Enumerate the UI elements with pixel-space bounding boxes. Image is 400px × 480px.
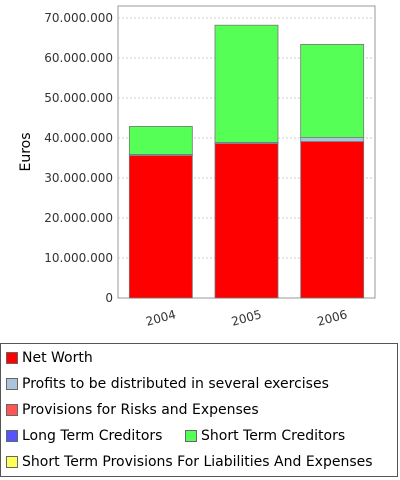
- legend-item-long-term-creditors: Long Term Creditors: [6, 428, 162, 444]
- legend-item-provisions: Provisions for Risks and Expenses: [6, 402, 259, 418]
- legend-swatch: [6, 378, 18, 390]
- legend-item-short-term-provisions: Short Term Provisions For Liabilities An…: [6, 454, 373, 470]
- legend-label: Provisions for Risks and Expenses: [22, 402, 259, 418]
- legend-swatch: [6, 456, 18, 468]
- legend-swatch: [6, 430, 18, 442]
- legend-item-net-worth: Net Worth: [6, 350, 93, 366]
- y-tick-label: 20.000.000: [44, 211, 113, 225]
- y-tick-label: 50.000.000: [44, 91, 113, 105]
- y-tick-label: 0: [105, 291, 113, 305]
- y-tick-label: 30.000.000: [44, 171, 113, 185]
- bar-segment: [300, 141, 365, 299]
- legend-item-profits: Profits to be distributed in several exe…: [6, 376, 329, 392]
- bars: [128, 24, 365, 299]
- y-tick-label: 60.000.000: [44, 51, 113, 65]
- bar-segment: [128, 155, 193, 299]
- y-tick-label: 70.000.000: [44, 11, 113, 25]
- bar-segment: [300, 44, 365, 138]
- legend-swatch: [6, 352, 18, 364]
- legend-label: Short Term Provisions For Liabilities An…: [22, 454, 373, 470]
- y-tick-labels: 0 10.000.000 20.000.000 30.000.000 40.000.00…: [44, 11, 113, 305]
- bar-segment: [128, 126, 193, 155]
- legend-swatch: [6, 404, 18, 416]
- stacked-bar-chart: 0 10.000.000 20.000.000 30.000.000 40.000.00…: [18, 5, 376, 329]
- bar-segment: [214, 143, 279, 299]
- bar-segment: [300, 137, 365, 143]
- legend-label: Net Worth: [22, 350, 93, 366]
- x-tick-labels: 2004 2005 2006: [144, 307, 348, 328]
- x-tick-label: 2005: [230, 307, 263, 328]
- legend-item-short-term-creditors: Short Term Creditors: [185, 428, 345, 444]
- x-tick-label: 2004: [144, 307, 177, 328]
- legend-label: Short Term Creditors: [201, 428, 346, 444]
- legend: Net Worth Profits to be distributed in s…: [0, 343, 398, 477]
- x-tick-label: 2006: [316, 307, 349, 328]
- y-tick-label: 10.000.000: [44, 251, 113, 265]
- y-tick-label: 40.000.000: [44, 131, 113, 145]
- bar-segment: [214, 24, 279, 143]
- legend-swatch: [185, 430, 197, 442]
- y-axis-label: Euros: [18, 132, 34, 171]
- legend-label: Long Term Creditors: [22, 428, 163, 444]
- legend-label: Profits to be distributed in several exe…: [22, 376, 329, 392]
